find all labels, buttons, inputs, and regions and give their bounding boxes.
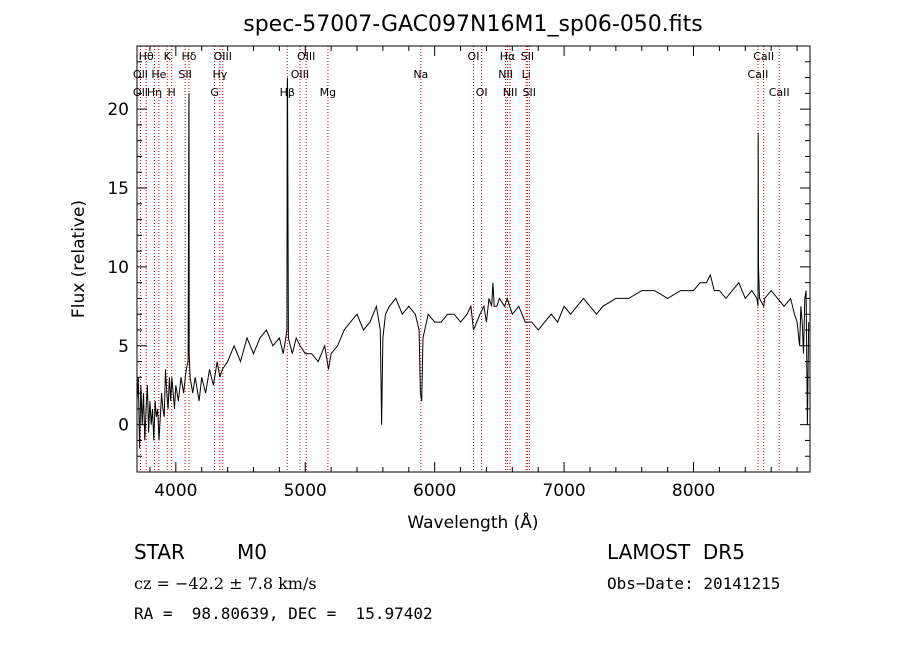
marker-label: CaII [748,68,769,81]
observation-date: Obs−Date: 20141215 [607,574,781,593]
x-tick-label: 7000 [542,481,585,501]
redshift-velocity: cz = −42.2 ± 7.8 km/s [134,574,317,593]
marker-label: SII [523,86,536,99]
y-axis-label: Flux (relative) [69,200,89,318]
marker-label: CaII [769,86,790,99]
marker-label: Mg [320,86,336,99]
marker-label: Hα [500,50,516,63]
object-class: STAR [134,540,185,564]
marker-label: He [151,68,166,81]
marker-label: OII [133,86,148,99]
emission-line-markers [139,46,780,472]
marker-label: Hθ [139,50,154,63]
marker-label: SII [178,68,191,81]
marker-label: K [164,50,172,63]
plot-frame [136,45,811,473]
marker-label: Hγ [212,68,227,81]
marker-label: SII [521,50,534,63]
marker-label: OI [468,50,480,63]
marker-label: NII [498,68,513,81]
marker-label: Hη [147,86,162,99]
object-subclass: M0 [237,540,267,564]
x-tick-label: 5000 [284,481,327,501]
spectrum-line [136,77,810,449]
marker-label: Li [522,68,531,81]
marker-label: H [168,86,176,99]
marker-label: OII [133,68,148,81]
marker-label: OIII [297,50,315,63]
y-tick-label: 5 [118,337,129,357]
y-tick-label: 15 [107,179,129,199]
marker-label: OIII [291,68,309,81]
emission-line-labels: OIIOIIHθHηHeKHSIIHδGHγOIIIHβOIIIOIIIMgNa… [133,50,790,99]
survey-name: LAMOST DR5 [607,540,745,564]
marker-label: CaII [753,50,774,63]
y-tick-label: 10 [107,258,129,278]
x-tick-label: 6000 [413,481,456,501]
x-axis-ticks: 4000 5000 6000 7000 8000 [149,46,798,501]
x-tick-label: 8000 [672,481,715,501]
y-tick-label: 20 [107,100,129,120]
x-tick-label: 4000 [154,481,197,501]
marker-label: Hδ [182,50,197,63]
marker-label: NII [503,86,518,99]
marker-label: G [210,86,219,99]
x-axis-label: Wavelength (Å) [407,511,538,533]
y-tick-label: 0 [118,416,129,436]
chart-title: spec-57007-GAC097N16M1_sp06-050.fits [243,12,703,37]
y-axis-ticks: 0 5 10 15 20 [107,45,810,457]
coordinates: RA = 98.80639, DEC = 15.97402 [134,604,433,623]
marker-label: OIII [214,50,232,63]
marker-label: OI [476,86,488,99]
marker-label: Na [413,68,428,81]
